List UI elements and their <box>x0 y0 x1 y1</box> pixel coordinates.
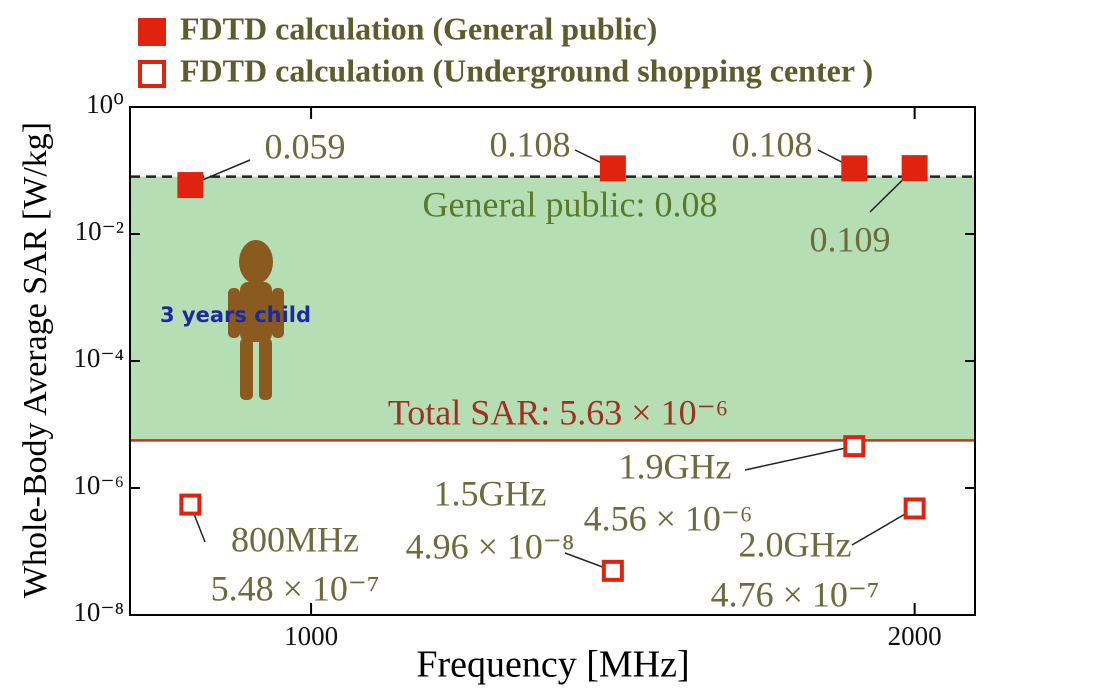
value-label: 4.96 × 10⁻⁸ <box>406 526 575 566</box>
y-tick-label: 10⁻⁶ <box>73 470 124 500</box>
value-label: 0.108 <box>490 124 571 164</box>
leader-line <box>744 445 855 471</box>
data-point <box>841 155 868 182</box>
y-tick-label: 10⁻² <box>75 216 124 246</box>
point-name: 800MHz <box>231 519 359 559</box>
legend-marker <box>138 18 166 46</box>
y-tick-label: 10⁻⁴ <box>73 343 124 373</box>
data-point <box>179 493 202 516</box>
value-label: 4.56 × 10⁻⁶ <box>584 498 753 538</box>
reference-label: Total SAR: 5.63 × 10⁻⁶ <box>388 392 728 432</box>
x-tick-label: 2000 <box>888 621 942 651</box>
data-point <box>903 497 926 520</box>
y-axis-label: Whole-Body Average SAR [W/kg] <box>17 122 54 598</box>
value-label: 0.109 <box>810 219 891 259</box>
data-point <box>601 559 624 582</box>
data-point <box>177 172 204 199</box>
legend-marker <box>138 60 166 88</box>
point-name: 1.5GHz <box>434 473 547 513</box>
value-label: 0.108 <box>732 124 813 164</box>
x-tick-label: 1000 <box>284 621 338 651</box>
annotation: 3 years child <box>160 303 311 327</box>
x-axis-label: Frequency [MHz] <box>416 644 689 686</box>
legend-label: FDTD calculation (General public) <box>180 10 657 46</box>
value-label: 0.059 <box>265 126 346 166</box>
data-point <box>599 155 626 182</box>
child-figure <box>228 240 284 400</box>
reference-label: General public: 0.08 <box>423 184 718 224</box>
value-label: 4.76 × 10⁻⁷ <box>711 574 880 614</box>
data-point <box>843 435 866 458</box>
value-label: 5.48 × 10⁻⁷ <box>211 568 380 608</box>
data-point <box>901 155 928 182</box>
point-name: 2.0GHz <box>739 524 852 564</box>
y-tick-label: 10⁻⁸ <box>73 597 124 627</box>
legend-label: FDTD calculation (Underground shopping c… <box>180 52 873 88</box>
y-tick-label: 10⁰ <box>86 89 124 119</box>
point-name: 1.9GHz <box>619 446 732 486</box>
